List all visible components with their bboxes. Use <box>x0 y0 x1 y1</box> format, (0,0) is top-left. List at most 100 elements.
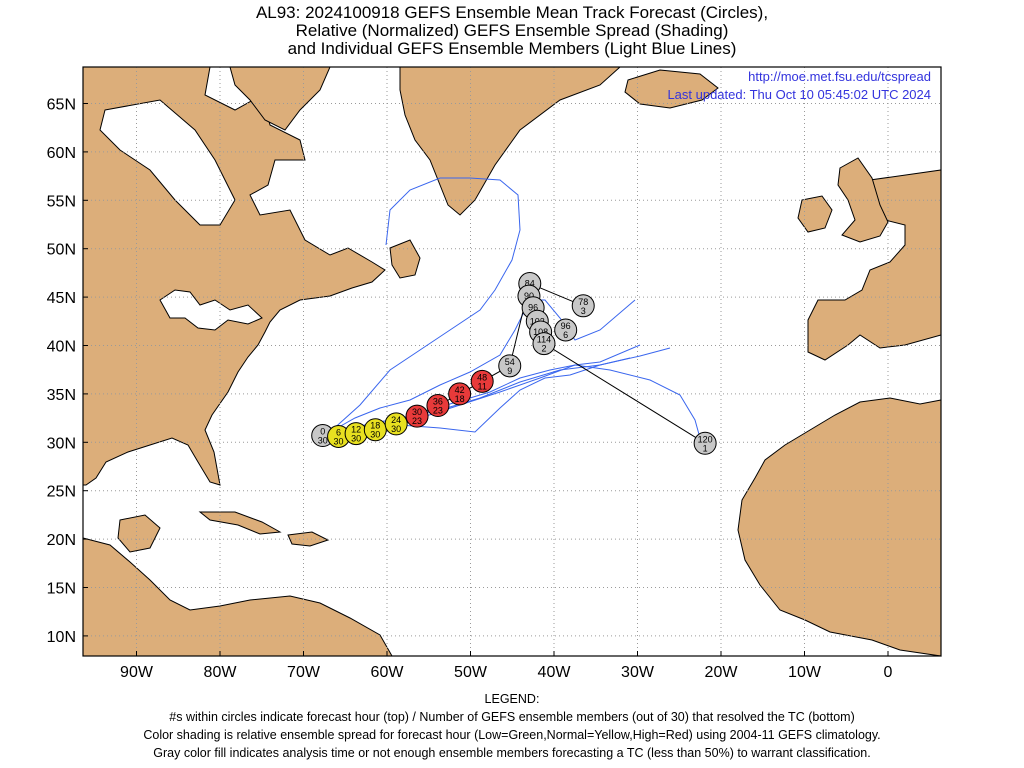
track-point-circle <box>470 369 494 393</box>
forecast-hour-label: 24 <box>391 415 401 425</box>
lon-tick-label: 0 <box>884 664 893 681</box>
hudson-bay <box>99 99 236 226</box>
lon-tick-label: 40W <box>538 664 572 681</box>
member-count-label: 18 <box>455 394 465 404</box>
title-line-1: AL93: 2024100918 GEFS Ensemble Mean Trac… <box>255 3 769 22</box>
forecast-hour-label: 120 <box>698 434 713 444</box>
member-count-label: 11 <box>478 381 487 391</box>
lon-tick-label: 90W <box>120 664 154 681</box>
legend-line-3: Gray color fill indicates analysis time … <box>153 746 871 760</box>
member-count-label: 2 <box>541 344 546 354</box>
lat-tick-label: 40N <box>47 339 76 356</box>
lon-tick-label: 30W <box>621 664 655 681</box>
forecast-hour-label: 78 <box>578 297 588 307</box>
lat-tick-label: 10N <box>47 629 76 646</box>
lat-tick-label: 30N <box>47 435 76 452</box>
member-count-label: 3 <box>581 306 586 316</box>
forecast-hour-label: 84 <box>525 279 535 289</box>
ireland-island <box>797 195 833 233</box>
forecast-hour-label: 18 <box>370 421 380 431</box>
forecast-hour-label: 42 <box>455 385 465 395</box>
member-count-label: 30 <box>370 430 380 440</box>
title-line-3: and Individual GEFS Ensemble Members (Li… <box>287 39 737 58</box>
cuba-island <box>198 511 282 535</box>
forecast-hour-label: 108 <box>533 327 548 337</box>
track-point: 783 <box>571 294 595 318</box>
track-point: 966 <box>554 318 578 342</box>
track-point: 549 <box>498 354 522 378</box>
source-url[interactable]: http://moe.met.fsu.edu/tcspread <box>748 69 931 84</box>
lon-tick-label: 60W <box>371 664 405 681</box>
member-count-label: 23 <box>433 406 443 416</box>
legend-heading: LEGEND: <box>484 692 540 706</box>
legend-line-2: Color shading is relative ensemble sprea… <box>143 728 881 742</box>
track-point-circle <box>384 412 408 436</box>
forecast-hour-label: 54 <box>505 357 515 367</box>
latitude-labels: 65N 60N 55N 50N 45N 40N 35N 30N 25N 20N 15N 10N <box>47 97 76 646</box>
member-count-label: 6 <box>563 330 568 340</box>
member-count-label: 1 <box>703 443 708 453</box>
forecast-hour-label: 0 <box>320 427 325 437</box>
forecast-hour-label: 96 <box>528 303 538 313</box>
track-point-circle <box>426 394 450 418</box>
lat-tick-label: 45N <box>47 290 76 307</box>
lat-tick-label: 60N <box>47 145 76 162</box>
track-point-circle <box>693 431 717 455</box>
forecast-hour-label: 6 <box>336 427 341 437</box>
iceland <box>624 69 719 109</box>
land-layer <box>82 66 942 657</box>
lat-tick-label: 15N <box>47 581 76 598</box>
europe-land <box>807 169 942 361</box>
member-track <box>329 177 521 433</box>
lat-tick-label: 25N <box>47 484 76 501</box>
yucatan-peninsula <box>117 514 161 553</box>
track-point-circle <box>498 354 522 378</box>
member-count-label: 30 <box>391 424 401 434</box>
forecast-hour-label: 90 <box>524 291 534 301</box>
member-count-label: 9 <box>507 366 512 376</box>
track-point-circle <box>554 318 578 342</box>
forecast-hour-label: 114 <box>537 335 551 345</box>
longitude-labels: 90W 80W 70W 60W 50W 40W 30W 20W 10W 0 <box>120 664 893 681</box>
baffin-island <box>229 66 331 131</box>
lon-tick-label: 20W <box>705 664 739 681</box>
forecast-hour-label: 30 <box>412 407 422 417</box>
lat-tick-label: 35N <box>47 387 76 404</box>
newfoundland <box>389 239 421 279</box>
title-line-2: Relative (Normalized) GEFS Ensemble Spre… <box>295 21 729 40</box>
forecast-hour-label: 36 <box>433 397 443 407</box>
member-count-label: 30 <box>318 436 328 446</box>
track-point-circle <box>532 332 556 356</box>
lon-tick-label: 50W <box>454 664 488 681</box>
member-count-label: 30 <box>334 436 344 446</box>
lat-tick-label: 50N <box>47 242 76 259</box>
lat-tick-label: 65N <box>47 97 76 114</box>
lat-tick-label: 55N <box>47 193 76 210</box>
map-frame <box>82 66 942 657</box>
lon-tick-label: 80W <box>204 664 238 681</box>
forecast-hour-label: 96 <box>561 321 571 331</box>
member-count-label: 30 <box>351 434 361 444</box>
great-lakes <box>159 289 263 331</box>
track-point-circle <box>448 382 472 406</box>
lon-tick-label: 70W <box>287 664 321 681</box>
lon-tick-label: 10W <box>788 664 822 681</box>
forecast-hour-label: 48 <box>477 372 487 382</box>
grid-layer <box>83 67 941 656</box>
track-circles: 0306301230183024303023362342184811549966… <box>311 272 717 455</box>
last-updated: Last updated: Thu Oct 10 05:45:02 UTC 20… <box>667 87 931 102</box>
lat-tick-label: 20N <box>47 532 76 549</box>
track-point-circle <box>405 404 429 428</box>
member-count-label: 23 <box>412 416 422 426</box>
track-point-circle <box>571 294 595 318</box>
